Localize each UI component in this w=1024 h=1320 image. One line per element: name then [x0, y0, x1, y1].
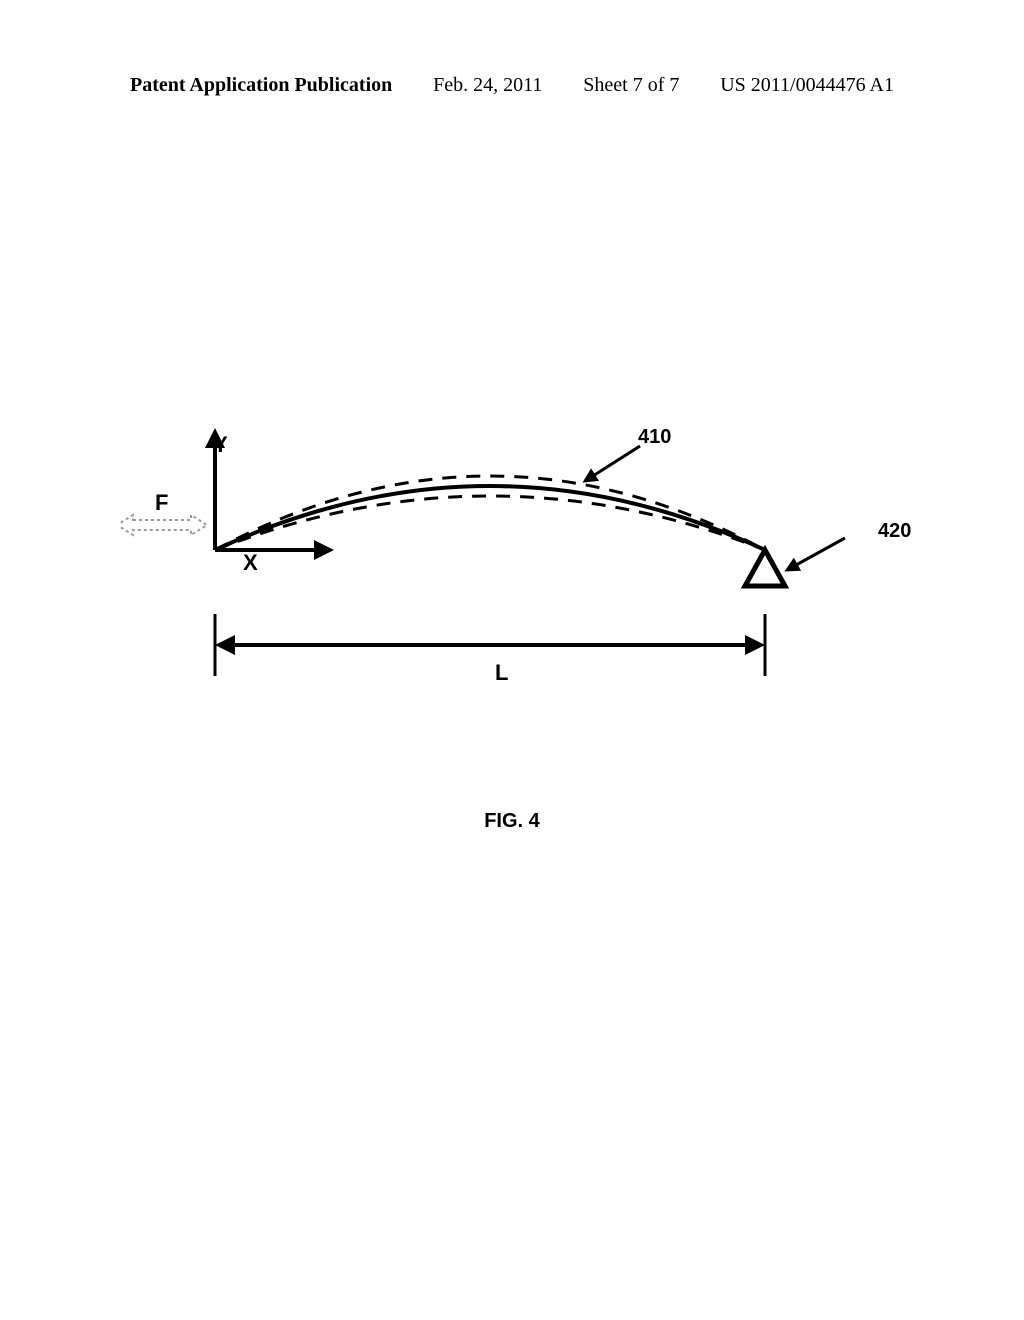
header-row: Patent Application Publication Feb. 24, …: [0, 74, 1024, 97]
publication-label: Patent Application Publication: [130, 74, 392, 97]
figure-caption: FIG. 4: [0, 810, 1024, 833]
publication-number: US 2011/0044476 A1: [720, 74, 894, 97]
reference-numeral-420: 420: [878, 520, 911, 543]
sheet-number: Sheet 7 of 7: [583, 74, 679, 97]
page: Patent Application Publication Feb. 24, …: [0, 0, 1024, 1320]
figure-svg: [120, 420, 880, 760]
figure-4: [120, 420, 880, 760]
header: Patent Application Publication Feb. 24, …: [0, 74, 1024, 97]
publication-date: Feb. 24, 2011: [433, 74, 542, 97]
